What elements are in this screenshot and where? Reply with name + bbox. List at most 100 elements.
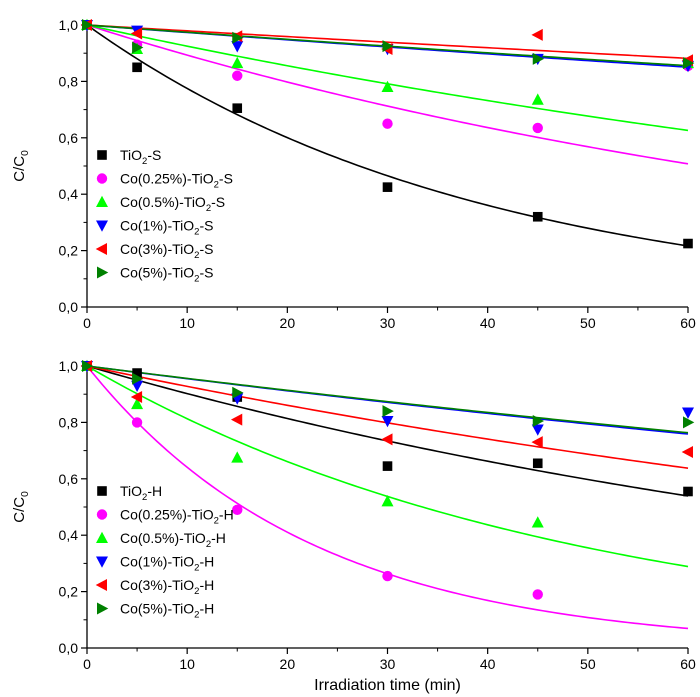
- x-axis-label: Irradiation time (min): [314, 677, 461, 694]
- x-tick-label: 50: [580, 315, 596, 331]
- y-tick-label: 1,0: [59, 17, 79, 33]
- legend-marker: [95, 579, 107, 591]
- legend-label: TiO2-H: [120, 483, 162, 503]
- fit-curve: [86, 24, 689, 247]
- data-point: [532, 458, 543, 469]
- data-point: [681, 446, 693, 459]
- data-point: [82, 19, 94, 31]
- data-point: [683, 57, 695, 70]
- data-point: [381, 415, 394, 428]
- y-tick-label: 0,6: [59, 471, 79, 487]
- legend-marker: [96, 531, 108, 543]
- y-tick-label: 0,8: [59, 414, 79, 430]
- data-point: [232, 103, 243, 113]
- data-point: [132, 62, 142, 73]
- data-point: [82, 360, 94, 372]
- x-tick-label: 60: [680, 315, 696, 331]
- data-point: [130, 391, 143, 404]
- x-tick-label: 30: [380, 656, 396, 672]
- x-tick-label: 0: [83, 315, 91, 331]
- fit-curve: [86, 365, 689, 497]
- legend-marker: [96, 195, 108, 207]
- legend-marker: [96, 509, 108, 520]
- data-point: [683, 238, 693, 249]
- data-point: [382, 118, 393, 129]
- legend-label: Co(0.5%)-TiO2-H: [120, 530, 226, 550]
- legend-label: Co(0.5%)-TiO2-S: [120, 194, 225, 214]
- data-point: [132, 41, 144, 54]
- chart-panel-1: 0 10 20 30 40 50 60 0,0 0,2 0,4 0,6 0,8 1,0 C/C0 TiO2-…: [11, 17, 696, 331]
- legend-label: Co(0.25%)-TiO2-H: [120, 507, 234, 527]
- data-point: [232, 504, 243, 516]
- legend-marker: [97, 150, 107, 160]
- data-point: [232, 386, 244, 399]
- data-point: [532, 589, 543, 600]
- y-tick-label: 0,0: [59, 640, 79, 656]
- legend-marker: [95, 243, 107, 255]
- y-tick-label: 0,2: [59, 584, 79, 600]
- data-point: [231, 41, 244, 53]
- data-point: [381, 80, 394, 93]
- data-point: [531, 28, 543, 41]
- data-point: [232, 70, 243, 81]
- legend-label: Co(3%)-TiO2-H: [120, 577, 214, 597]
- legend-marker: [97, 602, 109, 615]
- y-axis-label: C/C0: [11, 150, 31, 182]
- y-tick-label: 0,6: [59, 130, 79, 146]
- data-point: [231, 451, 244, 463]
- data-point: [132, 372, 144, 385]
- data-point: [531, 93, 544, 105]
- data-point: [532, 52, 545, 65]
- data-point: [532, 122, 543, 134]
- x-tick-label: 0: [83, 656, 91, 672]
- data-point: [382, 182, 393, 192]
- legend-marker: [96, 220, 108, 232]
- legend-label: TiO2-S: [120, 147, 161, 167]
- data-point: [382, 40, 394, 53]
- x-tick-label: 10: [179, 315, 195, 331]
- data-point: [382, 570, 393, 582]
- data-point: [382, 405, 394, 418]
- x-tick-label: 20: [280, 315, 296, 331]
- y-axis-label: C/C0: [11, 491, 31, 523]
- y-tick-label: 0,4: [59, 186, 79, 202]
- legend-label: Co(0.25%)-TiO2-S: [120, 171, 233, 191]
- x-tick-label: 20: [280, 656, 296, 672]
- fit-curve: [86, 24, 689, 60]
- data-point: [231, 56, 244, 69]
- legend-label: Co(1%)-TiO2-H: [120, 554, 214, 574]
- data-point: [382, 461, 393, 471]
- legend-label: Co(1%)-TiO2-S: [120, 218, 213, 238]
- fit-curve: [86, 365, 689, 434]
- legend-marker: [96, 173, 108, 184]
- legend-marker: [97, 486, 107, 496]
- data-point: [232, 31, 244, 44]
- data-point: [130, 27, 143, 40]
- data-point: [531, 436, 543, 449]
- x-tick-label: 30: [380, 315, 396, 331]
- legend-label: Co(5%)-TiO2-S: [120, 265, 213, 285]
- data-point: [531, 424, 544, 436]
- y-tick-label: 0,2: [59, 243, 79, 259]
- legend-marker: [97, 266, 109, 279]
- y-tick-label: 0,0: [59, 299, 79, 315]
- data-point: [132, 368, 142, 378]
- data-point: [683, 486, 693, 497]
- y-tick-label: 1,0: [59, 358, 79, 374]
- x-tick-label: 50: [580, 656, 596, 672]
- data-point: [131, 417, 143, 428]
- y-tick-label: 0,8: [59, 73, 79, 89]
- x-tick-label: 10: [179, 656, 195, 672]
- fit-curve: [86, 24, 689, 165]
- data-point: [682, 407, 694, 419]
- data-point: [381, 495, 394, 507]
- legend-label: Co(3%)-TiO2-S: [120, 241, 213, 261]
- data-point: [381, 433, 393, 446]
- data-point: [531, 516, 544, 528]
- fit-curve: [86, 24, 689, 132]
- chart-panel-2: 0 10 20 30 40 50 60 0,0 0,2 0,4 0,6 0,8 1,0 C/C0 Irrad…: [11, 358, 696, 694]
- x-tick-label: 40: [480, 656, 496, 672]
- legend-marker: [96, 556, 108, 568]
- data-point: [532, 414, 545, 427]
